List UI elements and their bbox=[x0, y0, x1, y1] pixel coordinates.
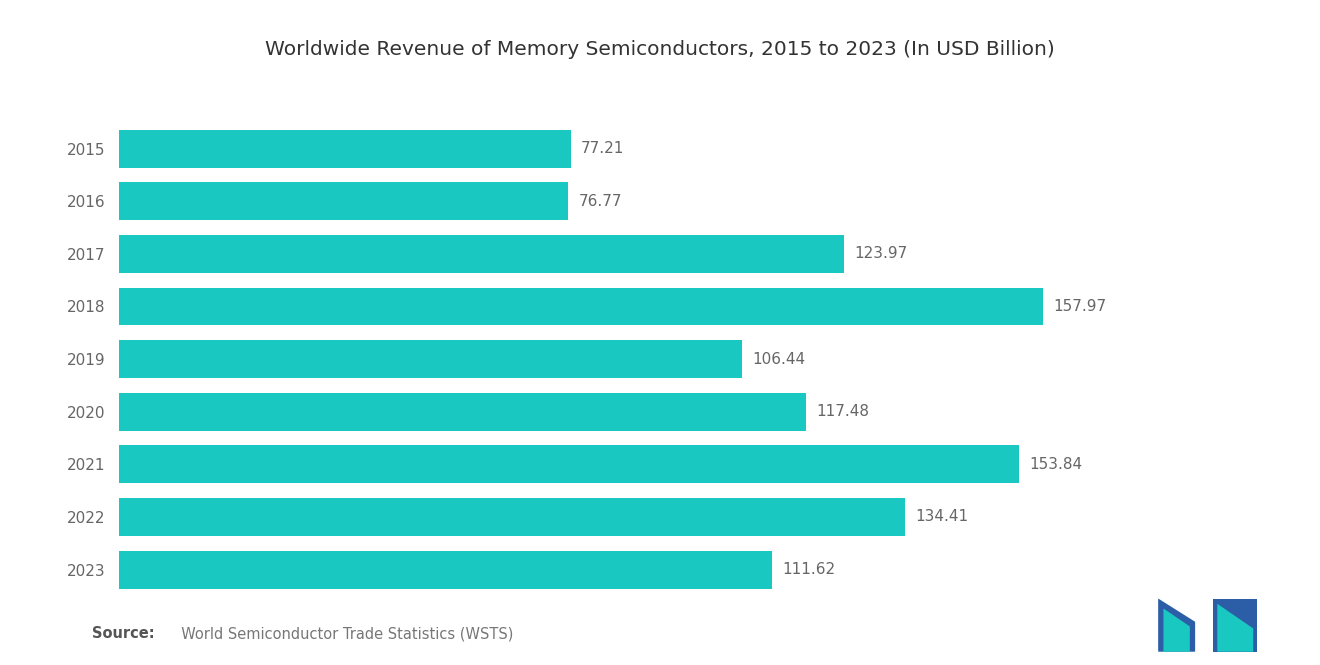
Text: 134.41: 134.41 bbox=[916, 509, 969, 525]
Text: 117.48: 117.48 bbox=[817, 404, 870, 419]
Text: Source:: Source: bbox=[92, 626, 154, 642]
Text: 106.44: 106.44 bbox=[752, 352, 805, 366]
Bar bbox=[119, 182, 568, 220]
Polygon shape bbox=[1158, 598, 1195, 652]
Text: World Semiconductor Trade Statistics (WSTS): World Semiconductor Trade Statistics (WS… bbox=[172, 626, 513, 642]
Polygon shape bbox=[1213, 598, 1258, 652]
Bar bbox=[119, 551, 772, 589]
Bar bbox=[119, 340, 742, 378]
Bar bbox=[119, 446, 1019, 483]
Text: Worldwide Revenue of Memory Semiconductors, 2015 to 2023 (In USD Billion): Worldwide Revenue of Memory Semiconducto… bbox=[265, 40, 1055, 59]
Polygon shape bbox=[1163, 608, 1189, 652]
Polygon shape bbox=[1217, 604, 1253, 652]
Text: 123.97: 123.97 bbox=[854, 246, 908, 261]
Text: 111.62: 111.62 bbox=[783, 562, 836, 577]
Bar bbox=[119, 235, 843, 273]
Bar bbox=[119, 130, 570, 168]
Text: 77.21: 77.21 bbox=[581, 141, 624, 156]
Text: 157.97: 157.97 bbox=[1053, 299, 1106, 314]
Text: 153.84: 153.84 bbox=[1030, 457, 1082, 472]
Bar bbox=[119, 287, 1043, 325]
Text: 76.77: 76.77 bbox=[578, 194, 622, 209]
Polygon shape bbox=[1197, 598, 1210, 652]
Bar bbox=[119, 498, 906, 536]
Bar bbox=[119, 393, 807, 431]
